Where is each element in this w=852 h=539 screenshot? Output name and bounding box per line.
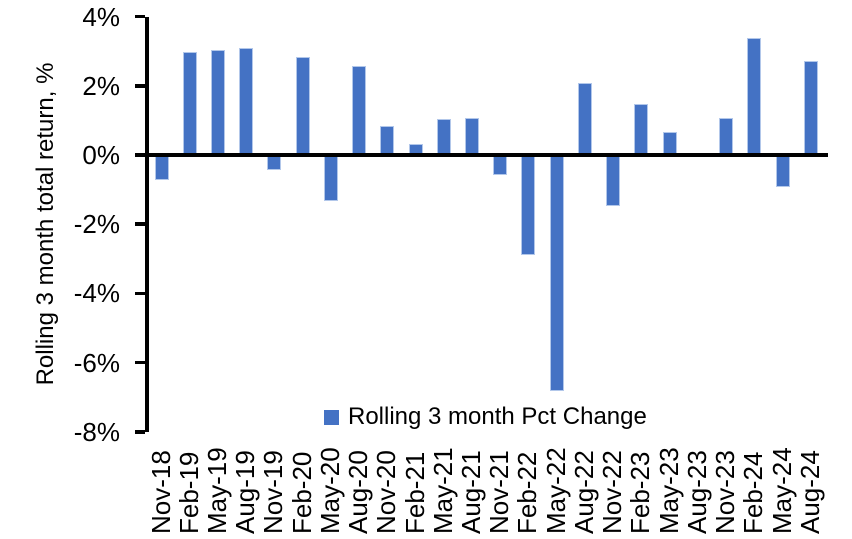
- bar-Aug-24: [803, 60, 818, 156]
- x-tick-label-Aug-22: Aug-22: [568, 450, 599, 534]
- y-tick-label: -8%: [73, 416, 120, 447]
- bar-Feb-19: [182, 51, 197, 156]
- bar-Feb-24: [747, 38, 762, 156]
- zero-baseline: [145, 152, 828, 158]
- y-tick-label: -6%: [73, 347, 120, 378]
- bar-Nov-22: [606, 153, 621, 207]
- x-tick-label-Nov-22: Nov-22: [597, 450, 628, 534]
- y-tick-label: 2%: [82, 70, 120, 101]
- x-tick-label-May-20: May-20: [314, 447, 345, 534]
- bar-Feb-20: [295, 57, 310, 156]
- bar-Aug-21: [465, 117, 480, 156]
- bar-Nov-18: [154, 153, 169, 181]
- y-tick-label: 0%: [82, 140, 120, 170]
- bar-May-20: [323, 154, 338, 201]
- y-tick-mark: [135, 84, 145, 88]
- bar-May-22: [549, 153, 564, 392]
- x-tick-label-Nov-19: Nov-19: [258, 450, 289, 534]
- bar-Aug-19: [239, 48, 254, 156]
- x-tick-label-Feb-20: Feb-20: [286, 451, 317, 534]
- bar-May-21: [436, 119, 451, 156]
- x-tick-label-May-23: May-23: [653, 447, 684, 534]
- y-tick-label: -2%: [73, 209, 120, 240]
- y-tick-mark: [135, 291, 145, 296]
- x-tick-label-May-19: May-19: [201, 447, 232, 534]
- y-tick-mark: [135, 360, 145, 365]
- y-tick-mark: [135, 153, 145, 157]
- x-tick-label-Feb-22: Feb-22: [512, 451, 543, 534]
- x-tick-label-May-22: May-22: [540, 447, 571, 534]
- x-tick-label-Feb-21: Feb-21: [399, 451, 430, 534]
- y-tick-label: -4%: [73, 278, 120, 309]
- y-axis-line: [145, 16, 149, 432]
- y-tick-mark: [135, 14, 145, 19]
- x-tick-label-Aug-20: Aug-20: [343, 450, 374, 534]
- bar-Nov-21: [493, 153, 508, 176]
- x-tick-label-May-24: May-24: [766, 447, 797, 534]
- bar-May-24: [775, 153, 790, 188]
- x-tick-label-Feb-23: Feb-23: [625, 451, 656, 534]
- x-tick-label-Aug-19: Aug-19: [230, 450, 261, 534]
- y-tick-mark: [135, 222, 145, 226]
- bar-Aug-22: [577, 83, 592, 156]
- bar-May-19: [210, 50, 225, 156]
- x-tick-label-Feb-19: Feb-19: [173, 451, 204, 534]
- legend: Rolling 3 month Pct Change: [324, 403, 647, 431]
- y-tick-label: 4%: [82, 1, 120, 32]
- bar-Aug-20: [352, 65, 367, 156]
- x-tick-label-Aug-23: Aug-23: [681, 450, 712, 534]
- bar-Nov-19: [267, 154, 282, 170]
- bar-Feb-22: [521, 154, 536, 255]
- y-tick-mark: [135, 430, 145, 434]
- bar-May-23: [662, 131, 677, 157]
- legend-label: Rolling 3 month Pct Change: [348, 403, 647, 430]
- x-tick-label-Nov-23: Nov-23: [710, 450, 741, 534]
- x-tick-label-May-21: May-21: [427, 447, 458, 534]
- x-tick-label-Nov-18: Nov-18: [145, 450, 176, 534]
- bar-Feb-21: [408, 143, 423, 157]
- x-tick-label-Aug-24: Aug-24: [794, 450, 825, 534]
- x-tick-label-Feb-24: Feb-24: [738, 451, 769, 534]
- x-tick-label-Aug-21: Aug-21: [456, 450, 487, 534]
- bar-Nov-23: [719, 117, 734, 156]
- bar-Feb-23: [634, 103, 649, 156]
- x-tick-label-Nov-21: Nov-21: [484, 450, 515, 534]
- bar-Nov-20: [380, 126, 395, 156]
- x-tick-label-Nov-20: Nov-20: [371, 450, 402, 534]
- legend-swatch-icon: [324, 409, 339, 425]
